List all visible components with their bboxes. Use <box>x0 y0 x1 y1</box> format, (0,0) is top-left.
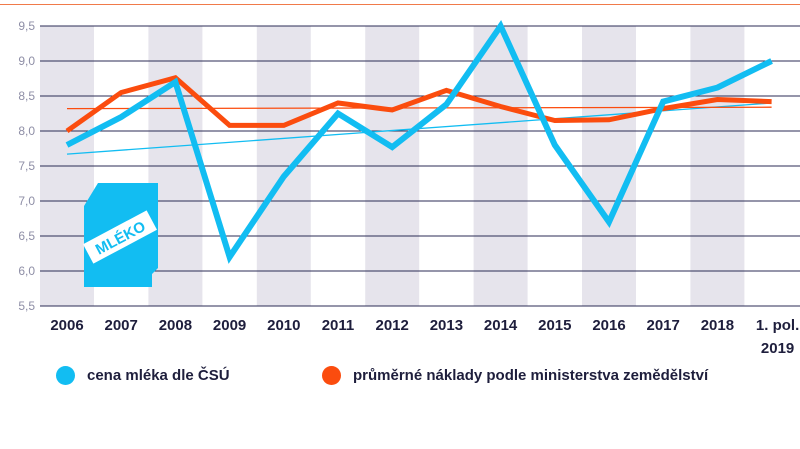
gridlines <box>40 25 800 307</box>
y-tick-label: 6,0 <box>18 264 35 278</box>
y-tick-label: 9,0 <box>18 54 35 68</box>
series-line-average-costs <box>65 75 772 134</box>
x-tick-label: 2017 <box>647 317 680 334</box>
y-tick-label: 8,0 <box>18 124 35 138</box>
y-tick-label: 6,5 <box>18 229 35 243</box>
x-tick-label: 2008 <box>159 317 192 334</box>
series-line-milk-price <box>65 19 773 264</box>
x-tick-label: 2006 <box>50 317 83 334</box>
x-tick-label: 2010 <box>267 317 300 334</box>
milk-carton-icon: MLÉKO <box>83 183 158 287</box>
x-tick-label: 2018 <box>701 317 734 334</box>
line-chart: 5,5 6,0 6,5 7,0 7,5 8,0 8,5 9,0 9,5 2006 2007 2008… <box>18 19 800 357</box>
x-tick-label: 1. pol. <box>756 317 799 334</box>
legend-item-average-costs: průměrné náklady podle ministerstva země… <box>322 366 708 385</box>
legend-item-milk-price: cena mléka dle ČSÚ <box>56 366 230 385</box>
x-tick-label: 2012 <box>376 317 409 334</box>
y-tick-label: 7,5 <box>18 159 35 173</box>
y-tick-label: 5,5 <box>18 299 35 313</box>
x-tick-label: 2011 <box>322 317 355 334</box>
legend-dot-average-costs <box>322 366 341 385</box>
x-tick-label: 2016 <box>592 317 625 334</box>
x-tick-label: 2009 <box>213 317 246 334</box>
legend-label-average-costs: průměrné náklady podle ministerstva země… <box>353 367 709 384</box>
y-tick-label: 9,5 <box>18 19 35 33</box>
legend-dot-milk-price <box>56 366 75 385</box>
top-rule <box>0 4 800 5</box>
x-axis-ticks: 2006 2007 2008 2009 2010 2011 2012 2013 2014 2015… <box>50 317 799 357</box>
legend-label-milk-price: cena mléka dle ČSÚ <box>87 367 230 384</box>
milk-label-box <box>83 210 157 264</box>
x-tick-label: 2013 <box>430 317 463 334</box>
x-tick-label: 2015 <box>538 317 571 334</box>
y-tick-label: 8,5 <box>18 89 35 103</box>
x-tick-label: 2007 <box>105 317 138 334</box>
y-axis-ticks: 5,5 6,0 6,5 7,0 7,5 8,0 8,5 9,0 9,5 <box>18 19 35 313</box>
series-lines <box>65 19 773 264</box>
x-tick-label: 2014 <box>484 317 518 334</box>
x-tick-label-line2: 2019 <box>761 340 794 357</box>
y-tick-label: 7,0 <box>18 194 35 208</box>
